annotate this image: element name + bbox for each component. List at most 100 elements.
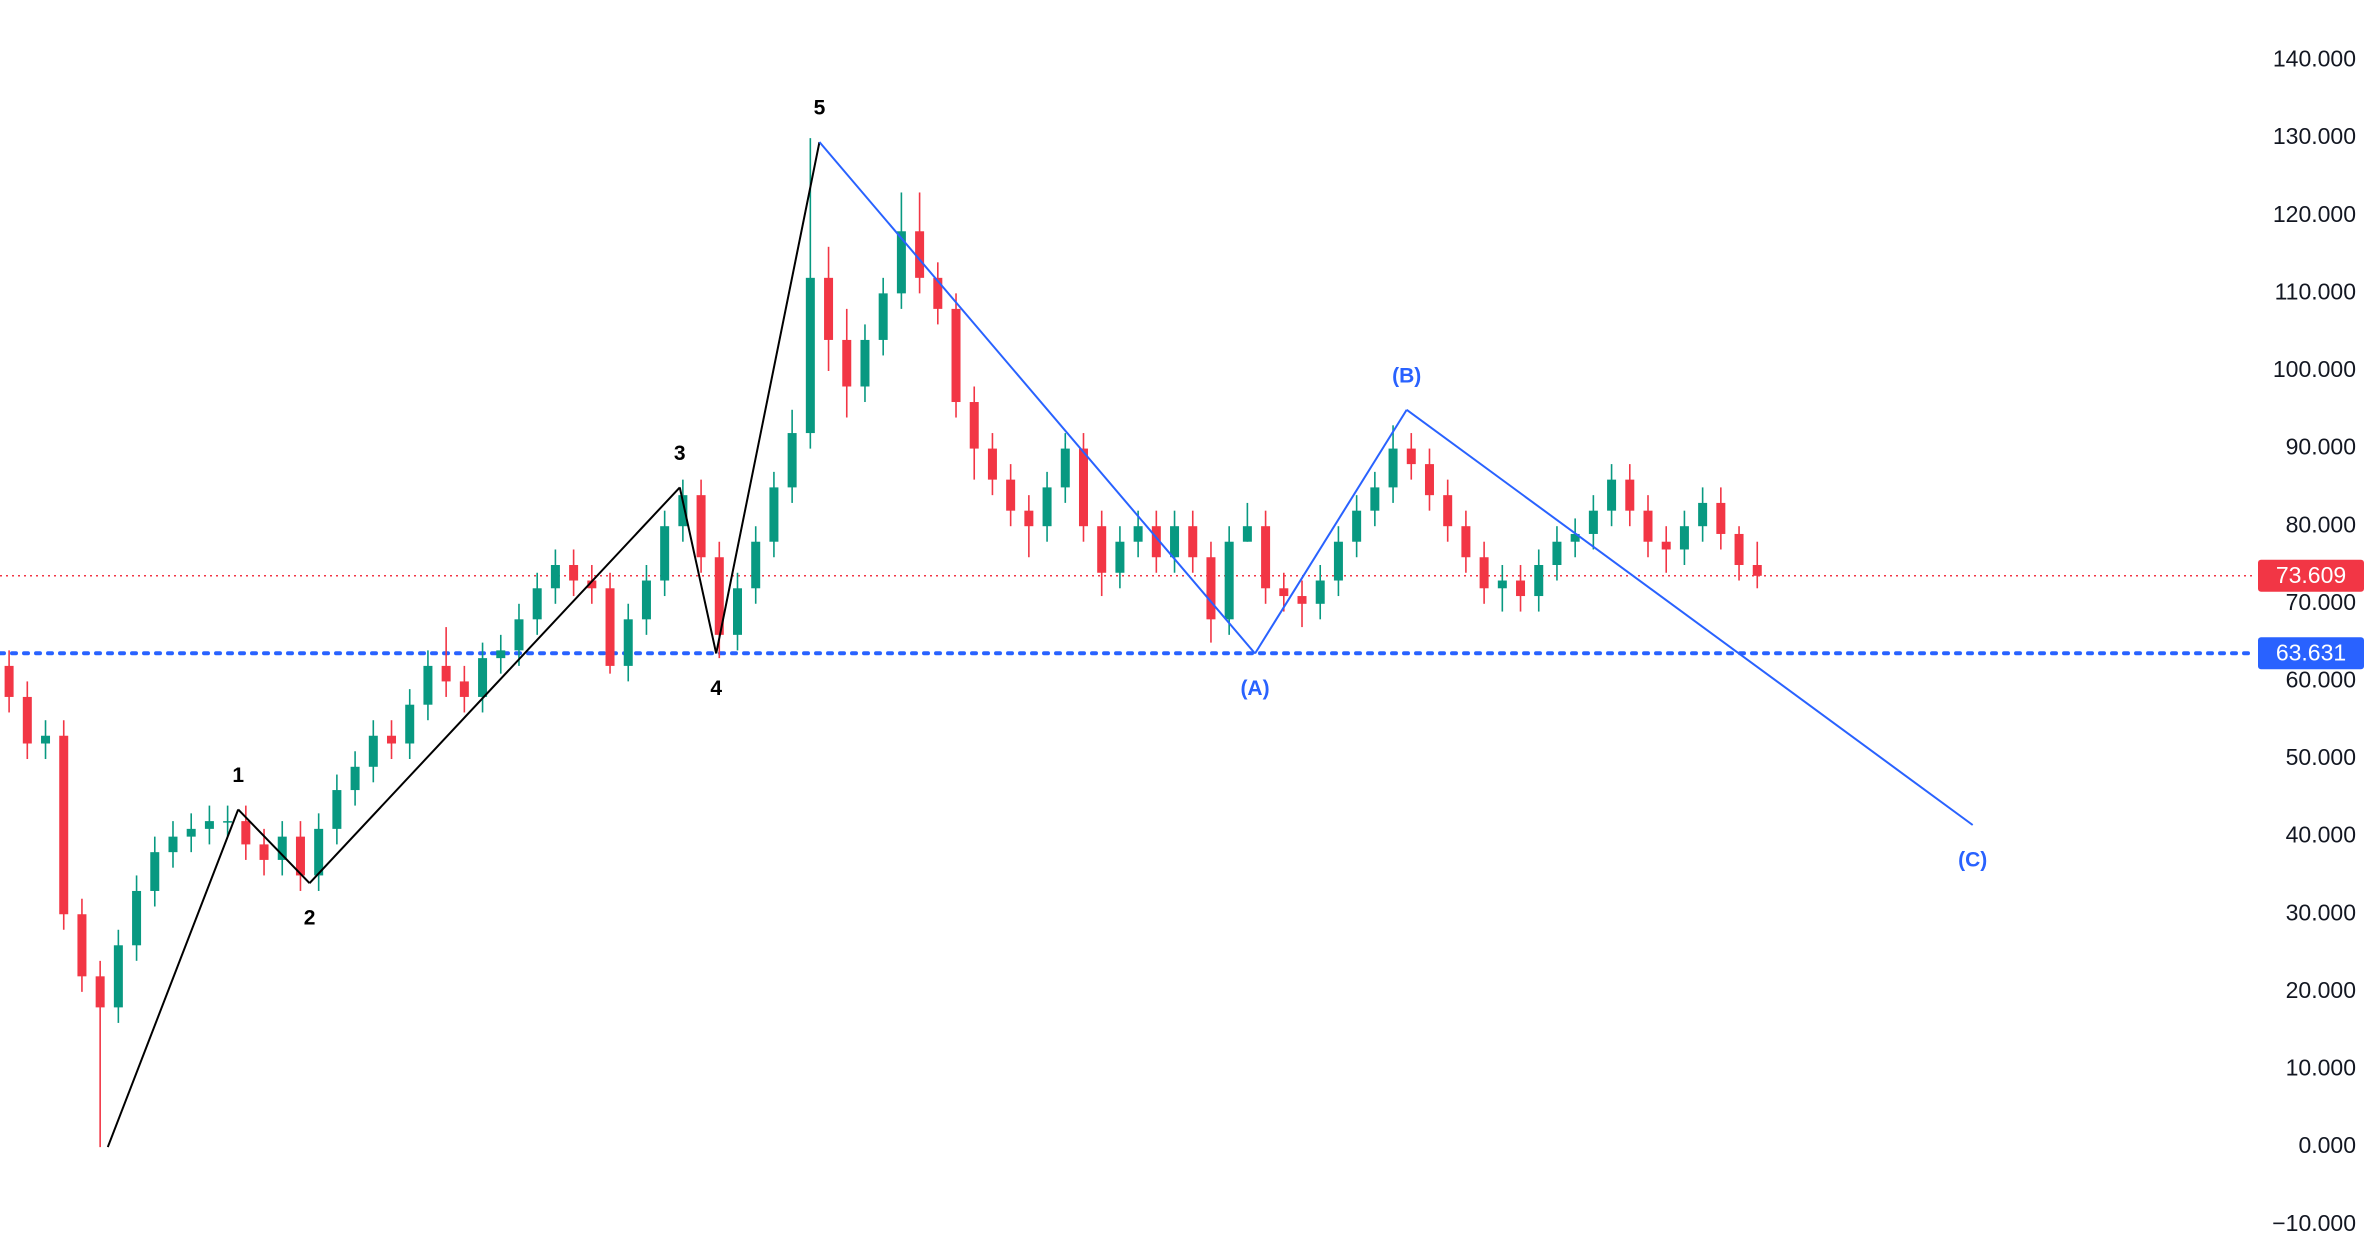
candle-body: [1352, 510, 1362, 542]
wave-line: [818, 141, 1256, 655]
candle-body: [1151, 526, 1161, 558]
candle-body: [1078, 448, 1088, 527]
candle-body: [441, 665, 451, 682]
candle-body: [1224, 541, 1234, 620]
y-tick-label: 90.000: [2286, 434, 2356, 460]
y-tick-label: −10.000: [2272, 1210, 2356, 1234]
candle-body: [1479, 557, 1489, 589]
candle-body: [1042, 487, 1052, 527]
candle-body: [423, 665, 433, 705]
candle-body: [295, 836, 305, 876]
candle-body: [1643, 510, 1653, 542]
candle-body: [1752, 565, 1762, 576]
wave-line: [1406, 408, 1974, 826]
candle-body: [878, 293, 888, 340]
candle-body: [696, 495, 706, 558]
candle-body: [805, 277, 815, 434]
wave-label: (B): [1392, 364, 1421, 387]
price-badge-label: 73.609: [2276, 562, 2346, 588]
candle-body: [587, 580, 597, 589]
candle-body: [641, 580, 651, 620]
candle-body: [751, 541, 761, 589]
candle-body: [678, 495, 688, 527]
price-badge-label: 63.631: [2276, 639, 2346, 665]
y-tick-label: 140.000: [2273, 46, 2356, 72]
candle-body: [1534, 565, 1544, 597]
candle-body: [1406, 448, 1416, 465]
candle-body: [1661, 541, 1671, 550]
wave-label: 5: [814, 97, 826, 120]
candle-body: [223, 821, 233, 823]
candle-body: [1242, 526, 1252, 542]
candle-body: [660, 526, 670, 581]
candle-body: [332, 790, 342, 829]
candle-body: [1115, 541, 1125, 573]
candle-body: [95, 976, 105, 1008]
candle-body: [1024, 510, 1034, 527]
candle-body: [1370, 487, 1380, 511]
candle-body: [41, 735, 51, 744]
candle-body: [1333, 541, 1343, 581]
candle-body: [569, 565, 579, 581]
candle-body: [532, 588, 542, 620]
candle-body: [1060, 448, 1070, 488]
candle-body: [1497, 580, 1507, 589]
y-tick-label: 70.000: [2286, 589, 2356, 615]
candle-body: [933, 277, 943, 309]
candle-body: [459, 681, 469, 697]
y-tick-label: 50.000: [2286, 744, 2356, 770]
candle-body: [1588, 510, 1598, 534]
candle-body: [150, 852, 160, 891]
candle-body: [1516, 580, 1526, 597]
wave-label: 3: [674, 442, 686, 465]
candle-body: [368, 735, 378, 767]
y-tick-label: 110.000: [2275, 278, 2356, 304]
candle-body: [1570, 533, 1580, 542]
candle-body: [314, 828, 324, 876]
price-badge: [2258, 637, 2364, 670]
candle-body: [623, 619, 633, 666]
candle-body: [1297, 596, 1307, 604]
candle-body: [1315, 580, 1325, 604]
candle-body: [1170, 526, 1180, 558]
candle-body: [987, 448, 997, 480]
candle-body: [1716, 502, 1726, 534]
candle-body: [259, 844, 269, 860]
wave-label: (C): [1958, 849, 1987, 872]
candle-body: [1698, 502, 1708, 527]
wave-label: 1: [232, 764, 244, 787]
y-tick-label: 60.000: [2286, 666, 2356, 692]
candle-body: [350, 766, 360, 791]
candle-body: [186, 828, 196, 837]
wave-label: (A): [1240, 677, 1269, 700]
candle-body: [1206, 557, 1216, 620]
candle-body: [387, 735, 397, 744]
candle-body: [860, 339, 870, 387]
candle-body: [550, 565, 560, 589]
candle-body: [4, 665, 14, 697]
candle-body: [113, 945, 123, 1008]
candle-body: [1261, 526, 1271, 589]
y-tick-label: 0.000: [2298, 1132, 2356, 1158]
candle-body: [405, 704, 415, 744]
candle-body: [514, 619, 524, 651]
y-tick-label: 120.000: [2273, 201, 2356, 227]
candle-body: [1443, 495, 1453, 527]
wave-line: [1254, 409, 1408, 655]
candle-body: [896, 231, 906, 294]
candle-body: [1006, 479, 1016, 511]
candle-body: [1188, 526, 1198, 558]
candle-body: [22, 696, 32, 744]
y-tick-label: 130.000: [2273, 123, 2356, 149]
y-tick-label: 30.000: [2286, 899, 2356, 925]
price-badge: [2258, 559, 2364, 592]
candle-body: [1461, 526, 1471, 558]
wave-line: [308, 486, 681, 884]
candle-body: [1388, 448, 1398, 488]
candle-body: [1279, 588, 1289, 597]
candle-body: [1097, 526, 1107, 573]
candle-body: [951, 308, 961, 403]
candle-body: [59, 735, 69, 915]
y-tick-label: 40.000: [2286, 822, 2356, 848]
